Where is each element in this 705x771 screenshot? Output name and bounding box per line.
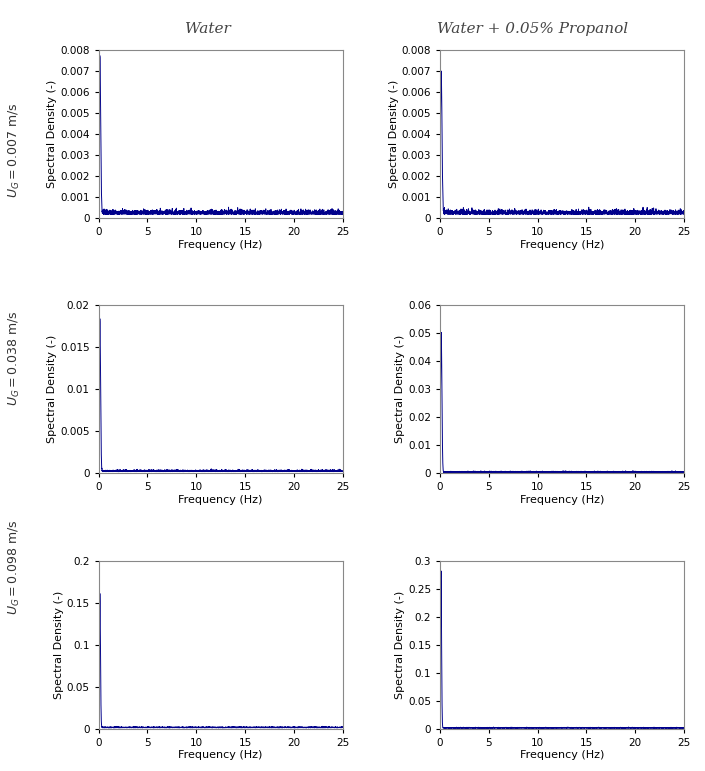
Y-axis label: Spectral Density (-): Spectral Density (-) (47, 335, 57, 443)
Y-axis label: Spectral Density (-): Spectral Density (-) (54, 591, 63, 699)
Text: Water + 0.05% Propanol: Water + 0.05% Propanol (436, 22, 628, 36)
Y-axis label: Spectral Density (-): Spectral Density (-) (396, 335, 405, 443)
Text: $U_G = 0.098$ m/s: $U_G = 0.098$ m/s (6, 519, 22, 614)
X-axis label: Frequency (Hz): Frequency (Hz) (178, 495, 263, 505)
Text: Water: Water (185, 22, 231, 36)
Y-axis label: Spectral Density (-): Spectral Density (-) (388, 80, 399, 188)
X-axis label: Frequency (Hz): Frequency (Hz) (178, 750, 263, 760)
X-axis label: Frequency (Hz): Frequency (Hz) (520, 240, 604, 250)
X-axis label: Frequency (Hz): Frequency (Hz) (520, 750, 604, 760)
X-axis label: Frequency (Hz): Frequency (Hz) (520, 495, 604, 505)
Text: $U_G = 0.038$ m/s: $U_G = 0.038$ m/s (6, 311, 22, 406)
Y-axis label: Spectral Density (-): Spectral Density (-) (395, 591, 405, 699)
Y-axis label: Spectral Density (-): Spectral Density (-) (47, 80, 57, 188)
X-axis label: Frequency (Hz): Frequency (Hz) (178, 240, 263, 250)
Text: $U_G = 0.007$ m/s: $U_G = 0.007$ m/s (6, 103, 22, 198)
